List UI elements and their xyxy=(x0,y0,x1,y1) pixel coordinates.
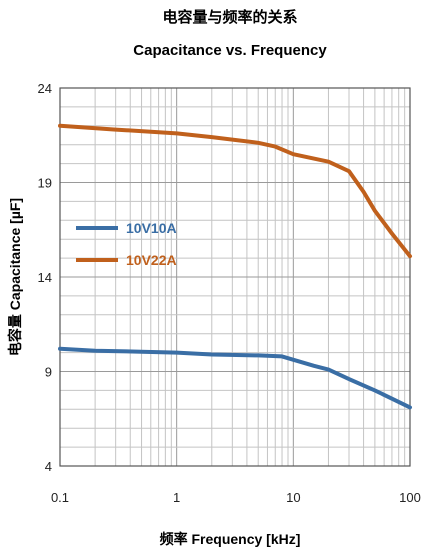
grid xyxy=(59,87,410,467)
y-tick-label: 4 xyxy=(45,459,52,474)
y-tick-label: 9 xyxy=(45,365,52,380)
y-tick-label: 19 xyxy=(38,176,52,191)
series-line-10V10A xyxy=(58,346,412,410)
x-tick-label: 100 xyxy=(399,490,421,505)
y-ticks: 4 9 14 19 24 xyxy=(38,81,52,474)
y-axis-label: 电容量 Capacitance [µF] xyxy=(7,198,23,356)
plot-frame xyxy=(59,87,411,467)
y-tick-label: 14 xyxy=(38,270,52,285)
x-tick-label: 0.1 xyxy=(51,490,69,505)
chart-title: 电容量与频率的关系 xyxy=(162,8,297,26)
legend-label: 10V10A xyxy=(126,220,177,236)
y-tick-label: 24 xyxy=(38,81,52,96)
chart-subtitle: Capacitance vs. Frequency xyxy=(133,42,327,59)
series-line-10V22A xyxy=(58,123,412,259)
series-group xyxy=(58,123,412,410)
x-tick-label: 1 xyxy=(173,490,180,505)
legend: 10V10A 10V22A xyxy=(76,220,177,268)
x-tick-label: 10 xyxy=(286,490,300,505)
x-ticks: 0.1 1 10 100 xyxy=(51,490,421,505)
legend-label: 10V22A xyxy=(126,252,177,268)
x-axis-label: 频率 Frequency [kHz] xyxy=(160,531,301,547)
